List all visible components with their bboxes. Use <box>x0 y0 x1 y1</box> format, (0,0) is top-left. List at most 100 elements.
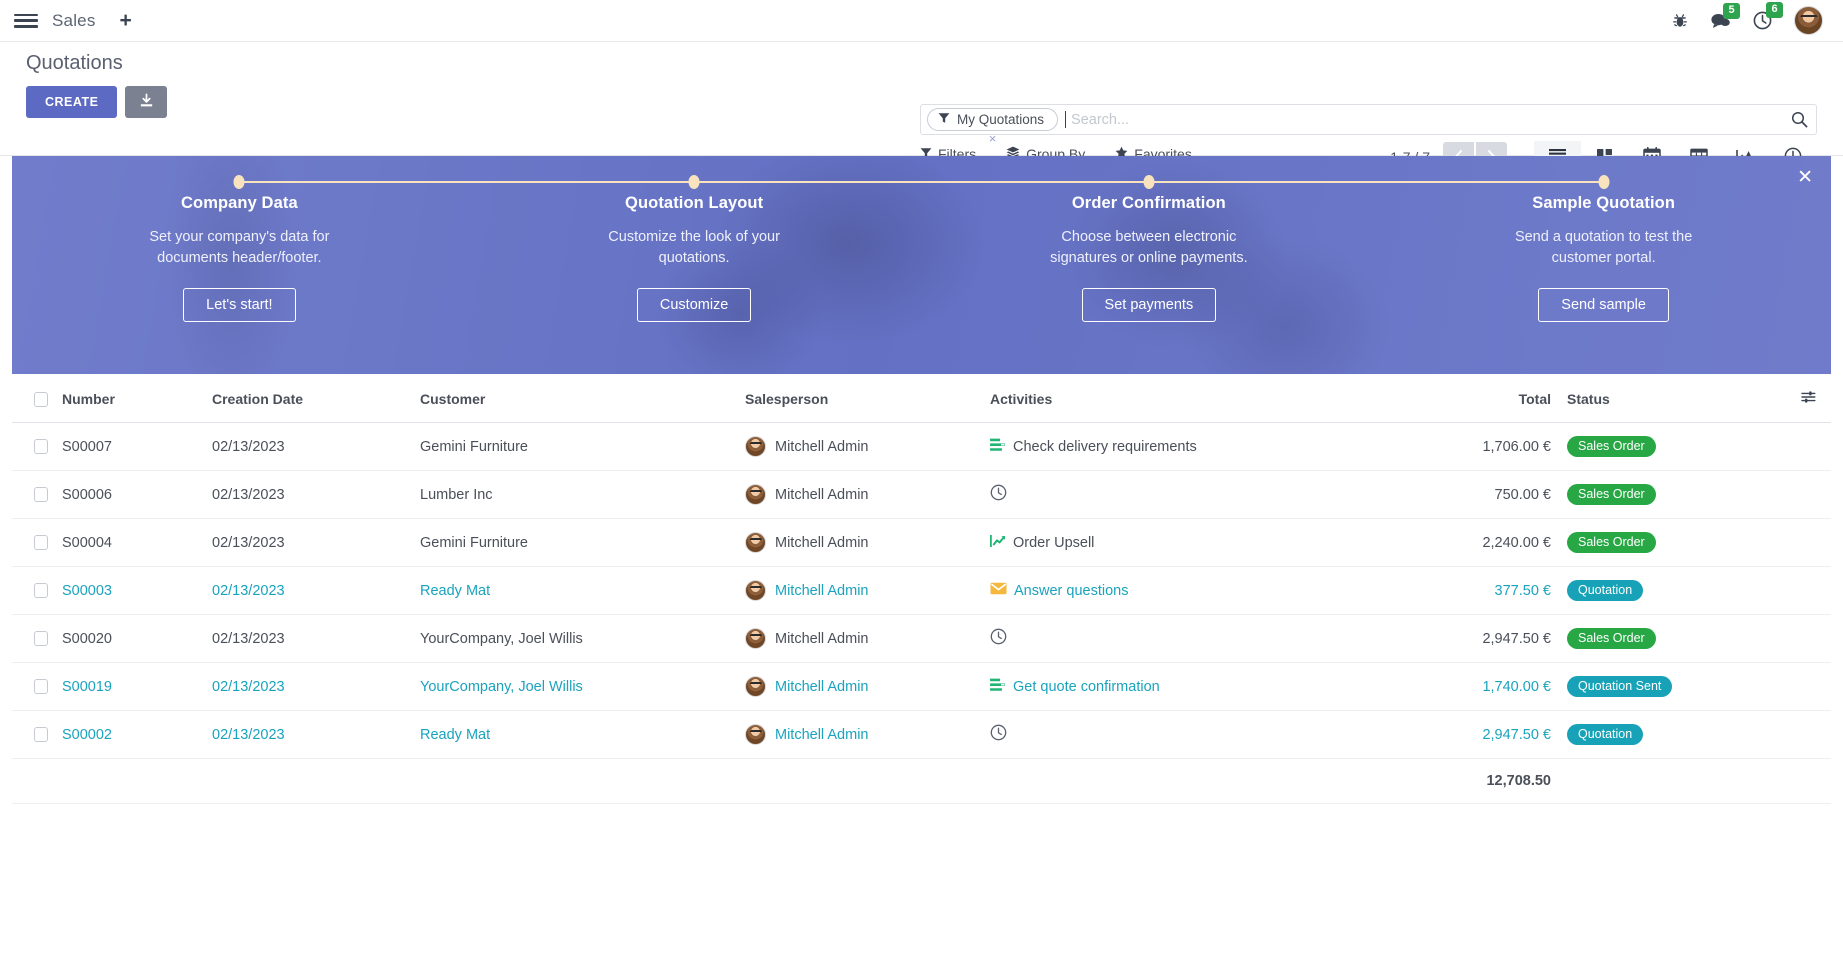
row-checkbox[interactable] <box>34 487 48 503</box>
control-panel: Quotations CREATE My Quotations × <box>0 42 1843 173</box>
step-description: Send a quotation to test the customer po… <box>1514 229 1693 266</box>
cell-status: Quotation <box>1555 566 1785 615</box>
cell-number: S00020 <box>58 614 208 663</box>
app-brand-sales[interactable]: Sales <box>52 10 96 30</box>
step-action-button[interactable]: Customize <box>636 288 752 323</box>
status-badge: Sales Order <box>1567 436 1656 457</box>
cell-number: S00003 <box>58 566 208 615</box>
import-records-button[interactable] <box>125 86 168 118</box>
row-checkbox[interactable] <box>34 727 48 743</box>
cell-number: S00007 <box>58 422 208 471</box>
row-checkbox[interactable] <box>34 583 48 599</box>
table-row[interactable]: S00020 02/13/2023 YourCompany, Joel Will… <box>12 614 1831 663</box>
onboarding-step-company-data: Company Data Set your company's data for… <box>12 156 467 374</box>
cell-activities[interactable]: Order Upsell <box>986 518 1405 567</box>
cell-activities[interactable]: Check delivery requirements <box>986 422 1405 471</box>
salesperson-name: Mitchell Admin <box>775 678 869 695</box>
step-connector-line <box>1376 181 1604 183</box>
cell-activities[interactable] <box>986 710 1405 759</box>
messages-badge-count: 5 <box>1723 3 1740 19</box>
column-header-customer[interactable]: Customer <box>416 374 741 423</box>
import-download-icon <box>139 93 154 112</box>
row-checkbox[interactable] <box>34 631 48 647</box>
column-header-total[interactable]: Total <box>1405 374 1555 423</box>
onboarding-step-sample-quotation: Sample Quotation Send a quotation to tes… <box>1376 156 1831 374</box>
cell-activities[interactable]: Answer questions <box>986 566 1405 615</box>
step-action-button[interactable]: Send sample <box>1538 288 1669 323</box>
column-header-activities[interactable]: Activities <box>986 374 1405 423</box>
cell-status: Sales Order <box>1555 614 1785 663</box>
cell-salesperson: Mitchell Admin <box>741 470 986 519</box>
cell-creation-date: 02/13/2023 <box>208 710 416 759</box>
cell-salesperson: Mitchell Admin <box>741 662 986 711</box>
cell-salesperson: Mitchell Admin <box>741 566 986 615</box>
messages-icon[interactable]: 5 <box>1710 3 1740 29</box>
activities-clock-icon[interactable]: 6 <box>1753 2 1783 30</box>
cell-customer: Lumber Inc <box>416 470 741 519</box>
column-header-number[interactable]: Number <box>58 374 208 423</box>
create-button[interactable]: CREATE <box>26 86 118 118</box>
cell-total: 750.00 € <box>1405 470 1555 519</box>
hamburger-icon[interactable] <box>14 12 38 30</box>
cell-total: 2,240.00 € <box>1405 518 1555 567</box>
row-select-cell <box>12 710 58 759</box>
table-row[interactable]: S00003 02/13/2023 Ready Mat Mitchell Adm… <box>12 566 1831 615</box>
clock-icon[interactable] <box>990 484 1007 505</box>
user-avatar[interactable] <box>1794 6 1823 35</box>
cell-activities[interactable] <box>986 614 1405 663</box>
new-app-plus-icon[interactable]: + <box>119 9 132 32</box>
cell-spacer <box>1785 518 1831 567</box>
step-action-button[interactable]: Set payments <box>1081 288 1217 323</box>
footer-spacer <box>416 758 741 804</box>
step-action-button[interactable]: Let's start! <box>183 288 296 323</box>
footer-spacer <box>1785 758 1831 804</box>
column-header-status[interactable]: Status <box>1555 374 1785 423</box>
activity-label: Get quote confirmation <box>1013 678 1160 695</box>
cell-status: Quotation Sent <box>1555 662 1785 711</box>
select-all-checkbox[interactable] <box>34 391 48 407</box>
search-facet-my-quotations[interactable]: My Quotations × <box>927 108 1059 146</box>
search-box[interactable]: My Quotations × <box>920 104 1817 146</box>
column-header-creation-date[interactable]: Creation Date <box>208 374 416 423</box>
row-checkbox[interactable] <box>34 535 48 551</box>
filter-funnel-icon <box>920 146 932 162</box>
step-description: Choose between electronic signatures or … <box>1050 229 1248 266</box>
optional-columns-toggle[interactable] <box>1785 374 1831 423</box>
table-row[interactable]: S00007 02/13/2023 Gemini Furniture Mitch… <box>12 422 1831 471</box>
magnifier-icon[interactable] <box>1785 111 1808 128</box>
clock-icon[interactable] <box>990 724 1007 745</box>
clock-icon[interactable] <box>990 628 1007 649</box>
table-row[interactable]: S00004 02/13/2023 Gemini Furniture Mitch… <box>12 518 1831 567</box>
table-row[interactable]: S00019 02/13/2023 YourCompany, Joel Will… <box>12 662 1831 711</box>
salesperson-name: Mitchell Admin <box>775 726 869 743</box>
footer-spacer <box>208 758 416 804</box>
cell-creation-date: 02/13/2023 <box>208 470 416 519</box>
table-row[interactable]: S00006 02/13/2023 Lumber Inc Mitchell Ad… <box>12 470 1831 519</box>
search-facet-remove-icon[interactable]: × <box>988 131 997 146</box>
cell-number: S00006 <box>58 470 208 519</box>
activities-badge-count: 6 <box>1766 2 1783 18</box>
cell-number: S00002 <box>58 710 208 759</box>
onboarding-step-quotation-layout: Quotation Layout Customize the look of y… <box>466 156 922 374</box>
bug-icon[interactable] <box>1672 12 1688 29</box>
search-facet-label: My Quotations <box>957 112 1045 127</box>
row-checkbox[interactable] <box>34 439 48 455</box>
row-select-cell <box>12 662 58 711</box>
cell-customer: Ready Mat <box>416 710 741 759</box>
select-all-header <box>12 374 58 423</box>
todo-list-icon <box>990 438 1006 456</box>
row-checkbox[interactable] <box>34 679 48 695</box>
cell-salesperson: Mitchell Admin <box>741 422 986 471</box>
column-header-salesperson[interactable]: Salesperson <box>741 374 986 423</box>
banner-color-overlay <box>12 156 1831 374</box>
search-text-caret <box>1065 111 1067 128</box>
onboarding-steps: Company Data Set your company's data for… <box>12 156 1831 374</box>
cell-activities[interactable]: Get quote confirmation <box>986 662 1405 711</box>
navbar-right-group: 5 6 <box>1672 2 1829 35</box>
banner-close-icon[interactable]: ✕ <box>1797 167 1813 188</box>
table-row[interactable]: S00002 02/13/2023 Ready Mat Mitchell Adm… <box>12 710 1831 759</box>
search-input[interactable] <box>1066 111 1785 128</box>
cell-activities[interactable] <box>986 470 1405 519</box>
row-select-cell <box>12 518 58 567</box>
layers-stack-icon <box>1006 146 1020 162</box>
